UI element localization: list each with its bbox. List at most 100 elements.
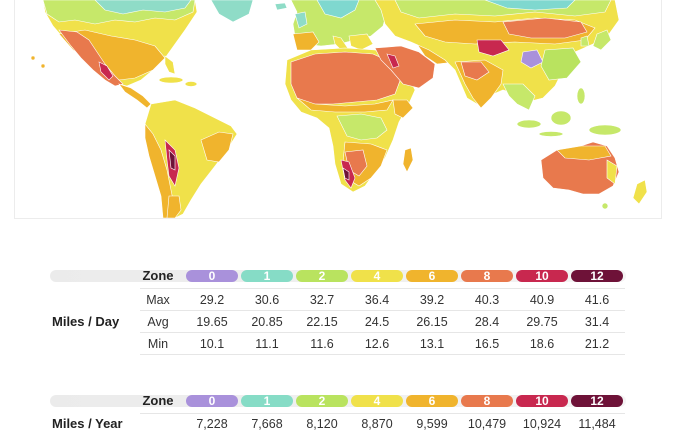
- florida: [164, 55, 176, 75]
- row-label-max: Max: [146, 293, 170, 307]
- cuba: [158, 76, 184, 84]
- zone-pill-0: 0: [186, 395, 238, 407]
- cell-avg-zone-0: 19.65: [196, 315, 228, 329]
- arabia-core: [386, 53, 400, 69]
- cell-year-zone-1: 7,668: [251, 417, 283, 431]
- cell-avg-zone-6: 26.15: [416, 315, 448, 329]
- central-africa: [336, 113, 388, 141]
- north-america: [42, 0, 198, 109]
- cell-max-zone-6: 39.2: [419, 293, 445, 307]
- iberia: [292, 31, 320, 51]
- japan: [592, 29, 612, 51]
- hispaniola: [184, 81, 198, 87]
- cell-avg-zone-2: 22.15: [306, 315, 338, 329]
- row-divider: [140, 413, 625, 414]
- zone-header-label: Zone: [142, 393, 174, 408]
- zone-header-row: Zone 0 1 2 4 6 8 10 12: [0, 393, 696, 409]
- andes-hot: [144, 123, 176, 218]
- row-divider: [140, 288, 625, 289]
- balkans: [348, 33, 374, 51]
- asia: [374, 0, 620, 111]
- row-label-avg: Avg: [147, 315, 169, 329]
- world-map-svg: [15, 0, 661, 218]
- cell-min-zone-6: 13.1: [419, 337, 445, 351]
- gobi-hot: [502, 17, 588, 39]
- miles-per-year-label: Miles / Year: [52, 416, 123, 431]
- se-asia: [502, 83, 536, 111]
- india-hot: [460, 61, 490, 81]
- cell-year-zone-2: 8,120: [306, 417, 338, 431]
- zone-pill-4: 4: [351, 395, 403, 407]
- row-divider: [140, 332, 625, 333]
- miles-per-day-label: Miles / Day: [52, 314, 120, 329]
- china-east: [540, 47, 582, 81]
- andes-core: [168, 149, 176, 171]
- world-heat-map: [14, 0, 662, 219]
- europe: [290, 0, 388, 53]
- cell-min-zone-10: 18.6: [529, 337, 555, 351]
- caribbean: [30, 55, 198, 87]
- sahara-band: [296, 97, 394, 113]
- new-guinea: [588, 124, 622, 136]
- zone-header-label: Zone: [142, 268, 174, 283]
- africa: [284, 47, 416, 193]
- zone-pill-8: 8: [461, 270, 513, 282]
- cell-max-zone-2: 32.7: [309, 293, 335, 307]
- sumatra: [516, 119, 542, 129]
- uk: [294, 11, 308, 29]
- central-america: [118, 83, 152, 109]
- row-divider: [140, 310, 625, 311]
- tasmania: [601, 202, 609, 210]
- cell-avg-zone-4: 24.5: [364, 315, 390, 329]
- cell-min-zone-0: 10.1: [199, 337, 225, 351]
- zone-pill-2: 2: [296, 395, 348, 407]
- namib-core: [342, 167, 350, 181]
- taklamakan: [476, 39, 510, 57]
- zone-pill-1: 1: [241, 270, 293, 282]
- greenland: [210, 0, 254, 23]
- new-zealand: [632, 179, 648, 205]
- madagascar: [402, 147, 414, 173]
- cell-min-zone-1: 11.1: [255, 337, 279, 351]
- zone-pill-6: 6: [406, 270, 458, 282]
- cell-min-zone-12: 21.2: [584, 337, 610, 351]
- brazil-east: [200, 131, 234, 163]
- zone-pill-12: 12: [571, 270, 623, 282]
- cell-year-zone-6: 9,599: [416, 417, 448, 431]
- cell-min-zone-2: 11.6: [310, 337, 334, 351]
- canada-cold: [94, 0, 192, 15]
- scandinavia: [316, 0, 360, 19]
- cell-year-zone-10: 10,924: [522, 417, 562, 431]
- cell-min-zone-8: 16.5: [474, 337, 500, 351]
- hawaii: [30, 55, 36, 61]
- philippines: [576, 87, 586, 105]
- cell-max-zone-12: 41.6: [584, 293, 610, 307]
- zone-header-row: Zone 0 1 2 4 6 8 10 12: [0, 268, 696, 284]
- maritime-asia: [516, 87, 622, 137]
- cell-year-zone-4: 8,870: [361, 417, 393, 431]
- zone-pill-10: 10: [516, 270, 568, 282]
- zone-pill-1: 1: [241, 395, 293, 407]
- australia-north: [556, 145, 612, 161]
- cell-avg-zone-1: 20.85: [251, 315, 283, 329]
- zone-pill-2: 2: [296, 270, 348, 282]
- zone-pill-4: 4: [351, 270, 403, 282]
- tibet: [520, 49, 544, 69]
- cell-min-zone-4: 12.6: [364, 337, 390, 351]
- iceland: [274, 2, 288, 11]
- cell-max-zone-0: 29.2: [199, 293, 225, 307]
- borneo: [550, 110, 572, 126]
- siberia-cold: [484, 0, 576, 11]
- cell-year-zone-8: 10,479: [467, 417, 507, 431]
- korea: [580, 35, 590, 47]
- zone-pill-6: 6: [406, 395, 458, 407]
- cell-year-zone-12: 11,484: [578, 417, 616, 431]
- patagonia: [166, 195, 182, 218]
- row-divider: [140, 354, 625, 355]
- java: [538, 131, 564, 137]
- row-label-min: Min: [147, 337, 169, 351]
- cell-avg-zone-10: 29.75: [526, 315, 558, 329]
- cell-max-zone-10: 40.9: [529, 293, 555, 307]
- zone-pill-0: 0: [186, 270, 238, 282]
- zone-pill-10: 10: [516, 395, 568, 407]
